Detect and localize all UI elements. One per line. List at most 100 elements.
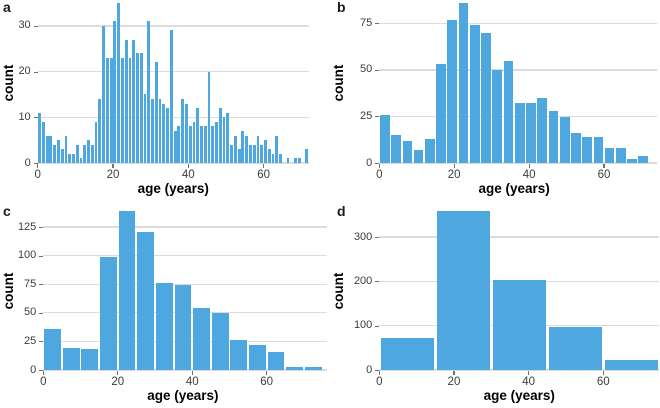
x-tick-mark xyxy=(117,371,119,375)
histogram-bar xyxy=(492,69,503,163)
y-tick-label: 75 xyxy=(24,277,37,290)
x-tick-label: 0 xyxy=(34,169,41,181)
histogram-bar xyxy=(230,340,248,370)
histogram-bar xyxy=(193,308,210,370)
y-tick-label: 0 xyxy=(24,156,31,169)
x-tick-mark xyxy=(266,371,268,375)
histogram-bar xyxy=(252,144,256,163)
histogram-bar xyxy=(218,108,222,163)
y-tick-mark xyxy=(375,69,380,71)
histogram-bar xyxy=(113,21,117,163)
histogram-bar xyxy=(458,3,469,163)
histogram-bar xyxy=(60,149,64,163)
histogram-bar xyxy=(294,158,297,163)
y-tick-label: 100 xyxy=(17,249,37,262)
y-tick-mark xyxy=(375,325,380,327)
y-tick-mark xyxy=(375,23,380,25)
histogram-bar xyxy=(162,103,166,163)
histogram-bar xyxy=(548,110,559,163)
histogram-bar xyxy=(102,25,105,163)
plot-area-c xyxy=(43,211,328,371)
y-tick-label: 25 xyxy=(24,334,37,347)
histogram-bar xyxy=(151,99,154,163)
histogram-bar xyxy=(447,19,458,163)
histogram-bar xyxy=(41,121,45,163)
y-tick-mark xyxy=(39,370,44,371)
x-tick-label: 0 xyxy=(40,376,47,388)
histogram-bar xyxy=(64,135,68,163)
panel-letter-b: b xyxy=(337,0,346,15)
histogram-bar xyxy=(90,144,94,163)
x-tick-label: 20 xyxy=(447,376,461,388)
plot-area-d xyxy=(379,211,660,371)
histogram-bar xyxy=(286,366,303,370)
histogram-bar xyxy=(192,121,196,163)
panel-d: d count age (years) 0 100 200 300 0 20 40 60 xyxy=(330,203,660,408)
gridline xyxy=(379,22,658,25)
x-tick-mark xyxy=(602,371,604,375)
histogram-bar xyxy=(173,131,177,163)
gridline xyxy=(379,236,660,238)
y-tick-label: 125 xyxy=(17,220,37,233)
x-tick-mark xyxy=(378,164,380,168)
y-tick-mark xyxy=(375,281,380,283)
x-tick-label: 60 xyxy=(260,376,274,388)
gridline xyxy=(379,69,658,71)
histogram-bar xyxy=(81,349,99,370)
gridline xyxy=(43,283,328,285)
histogram-bar xyxy=(230,144,233,163)
histogram-bar xyxy=(83,144,87,163)
y-tick-label: 50 xyxy=(360,63,373,76)
histogram-bar xyxy=(481,32,491,163)
x-tick-mark xyxy=(453,164,455,168)
histogram-bar xyxy=(56,140,60,163)
x-tick-label: 40 xyxy=(522,169,536,181)
x-tick-label: 20 xyxy=(106,169,120,181)
x-tick-label: 60 xyxy=(257,169,270,181)
histogram-bar xyxy=(571,133,581,163)
histogram-bar xyxy=(188,126,192,163)
histogram-bar xyxy=(49,135,53,163)
histogram-bar xyxy=(492,279,546,370)
x-tick-label: 20 xyxy=(111,376,125,388)
y-tick-mark xyxy=(375,116,380,118)
histogram-bar xyxy=(604,360,658,370)
histogram-bar xyxy=(249,144,252,163)
histogram-bar xyxy=(267,351,285,370)
histogram-bar xyxy=(380,114,390,163)
y-tick-label: 30 xyxy=(18,19,31,32)
y-tick-label: 0 xyxy=(30,363,37,376)
histogram-bar xyxy=(118,211,136,370)
histogram-bar xyxy=(211,126,215,163)
x-tick-mark xyxy=(603,164,605,168)
plot-area-a xyxy=(37,3,309,164)
gridline xyxy=(43,226,328,228)
histogram-bar xyxy=(100,256,117,370)
y-tick-mark xyxy=(375,370,380,371)
histogram-bar xyxy=(87,140,90,163)
panel-a: a count age (years) 0 10 20 30 0 20 40 60 xyxy=(0,0,330,204)
histogram-bar xyxy=(436,64,446,163)
y-tick-label: 20 xyxy=(18,65,31,78)
histogram-bar xyxy=(275,135,279,163)
histogram-bar xyxy=(124,39,128,163)
histogram-bar xyxy=(94,121,98,163)
histogram-bar xyxy=(139,53,143,163)
histogram-bar xyxy=(105,57,109,163)
histogram-bar xyxy=(79,158,83,163)
x-tick-mark xyxy=(42,371,44,375)
histogram-bar xyxy=(200,126,203,163)
histogram-bar xyxy=(211,312,229,370)
histogram-bar xyxy=(98,99,102,163)
histogram-bar xyxy=(226,112,230,163)
histogram-bar xyxy=(627,159,637,163)
histogram-bar xyxy=(469,25,480,163)
x-tick-mark xyxy=(528,164,530,168)
histogram-bar xyxy=(436,211,490,370)
y-tick-label: 25 xyxy=(360,109,373,122)
x-tick-mark xyxy=(191,371,193,375)
histogram-bar xyxy=(267,149,271,163)
histogram-bar xyxy=(391,135,402,163)
histogram-bar xyxy=(537,97,548,163)
histogram-bar xyxy=(305,149,309,163)
